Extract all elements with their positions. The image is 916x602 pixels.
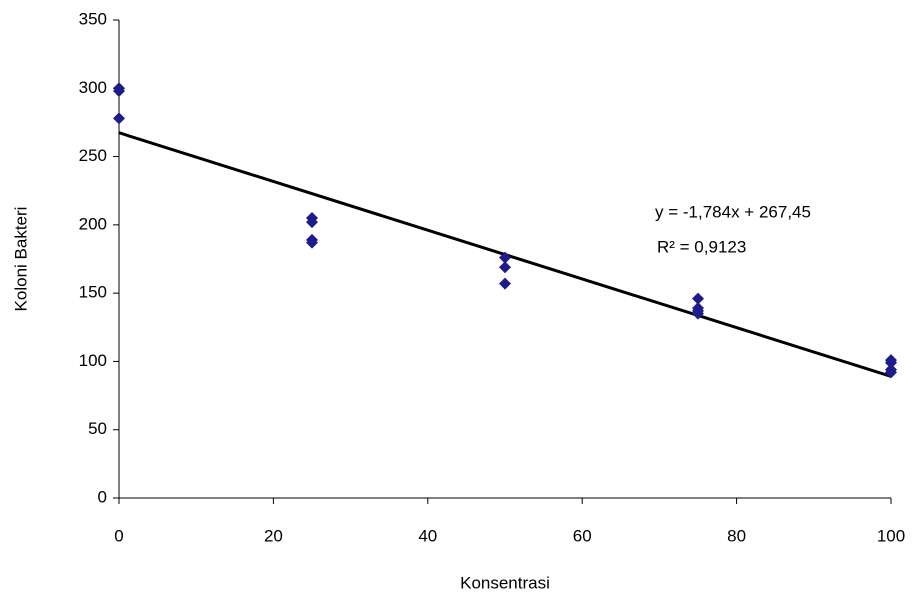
annotation: R² = 0,9123 (657, 237, 746, 256)
y-tick-label: 250 (79, 146, 107, 165)
x-axis-label: Konsentrasi (460, 573, 550, 592)
point (499, 261, 511, 273)
page: Konsentrasi Koloni Bakteri y = -1,784x +… (0, 0, 916, 602)
x-tick-label: 40 (418, 526, 437, 545)
x-tick-label: 100 (877, 526, 905, 545)
chart: Konsentrasi Koloni Bakteri y = -1,784x +… (0, 0, 916, 602)
x-tick-label: 80 (727, 526, 746, 545)
y-tick-label: 0 (98, 487, 107, 506)
y-tick-label: 50 (88, 419, 107, 438)
x-tick-label: 20 (264, 526, 283, 545)
y-axis-label: Koloni Bakteri (11, 207, 30, 312)
y-tick-label: 200 (79, 214, 107, 233)
y-tick-label: 150 (79, 283, 107, 302)
point (499, 278, 511, 290)
x-tick-label: 60 (573, 526, 592, 545)
point (113, 112, 125, 124)
x-tick-label: 0 (114, 526, 123, 545)
y-tick-label: 300 (79, 78, 107, 97)
y-tick-label: 100 (79, 351, 107, 370)
y-tick-label: 350 (79, 9, 107, 28)
annotation: y = -1,784x + 267,45 (655, 202, 811, 221)
